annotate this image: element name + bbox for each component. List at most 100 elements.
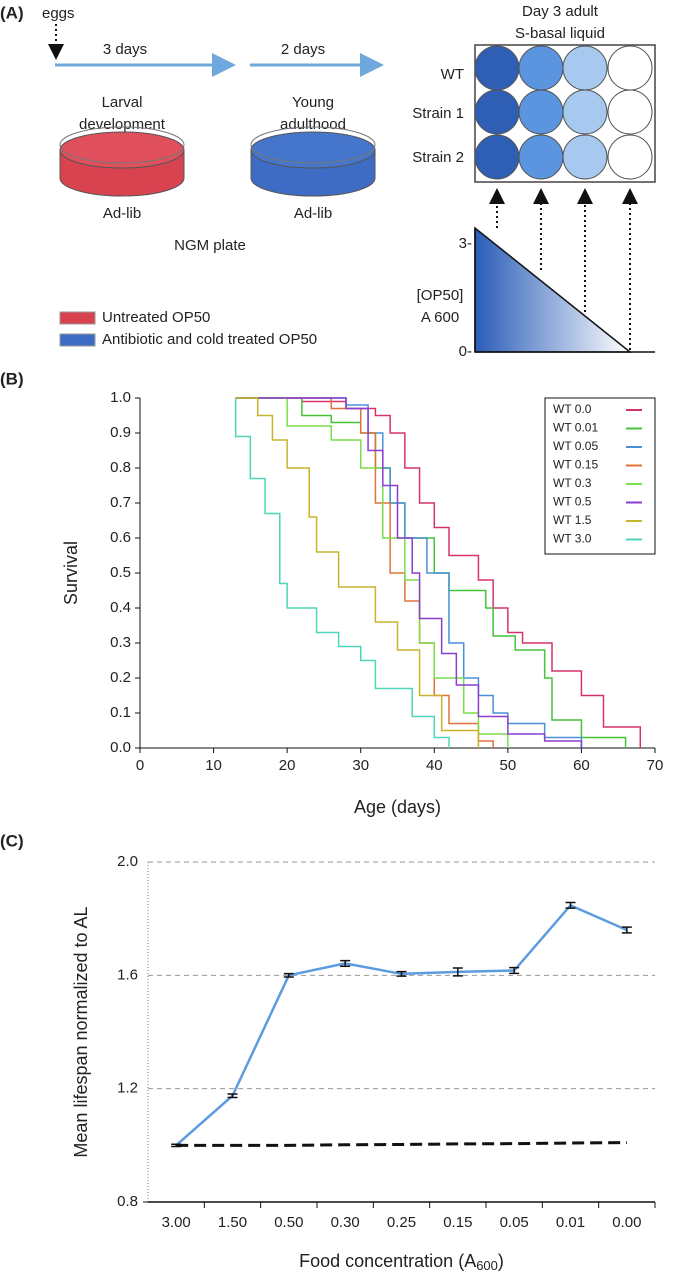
error-bar bbox=[340, 959, 351, 968]
legend-swatch bbox=[59, 333, 96, 347]
error-bar bbox=[565, 901, 576, 909]
y-tick-label: 0.1 bbox=[110, 704, 131, 721]
x-tick-label: 0.25 bbox=[387, 1214, 416, 1231]
panel-label: (A) bbox=[0, 3, 24, 22]
error-bar bbox=[396, 970, 407, 977]
x-tick-label: 40 bbox=[426, 757, 443, 774]
y-tick-label: 1.6 bbox=[117, 966, 138, 983]
x-tick-label: 3.00 bbox=[162, 1214, 191, 1231]
x-tick-label: 1.50 bbox=[218, 1214, 247, 1231]
x-tick-label: 70 bbox=[647, 757, 664, 774]
y-tick-label: 0.6 bbox=[110, 529, 131, 546]
well bbox=[607, 89, 653, 135]
tick-label: 0- bbox=[459, 343, 472, 360]
survival-curve bbox=[234, 398, 450, 748]
x-tick-label: 60 bbox=[573, 757, 590, 774]
y-tick-label: 0.3 bbox=[110, 634, 131, 651]
legend: Untreated OP50 Antibiotic and cold treate… bbox=[59, 309, 317, 348]
x-tick-label: 10 bbox=[205, 757, 222, 774]
error-bar bbox=[283, 972, 294, 978]
legend-label: WT 1.5 bbox=[553, 513, 592, 527]
legend-label: WT 0.01 bbox=[553, 421, 598, 435]
x-tick-label: 0.00 bbox=[612, 1214, 641, 1231]
label: eggs bbox=[42, 5, 75, 22]
y-tick-label: 0.8 bbox=[117, 1193, 138, 1210]
error-bar bbox=[452, 967, 463, 977]
label: Ad-lib bbox=[294, 205, 332, 222]
wells bbox=[474, 45, 653, 180]
well bbox=[562, 134, 608, 180]
series-line bbox=[175, 903, 628, 1147]
x-tick-label: 20 bbox=[279, 757, 296, 774]
label: 2 days bbox=[281, 41, 325, 58]
x-tick-label: 30 bbox=[352, 757, 369, 774]
x-tick-label: 0.30 bbox=[331, 1214, 360, 1231]
label: A 600 bbox=[421, 309, 459, 326]
label: Ad-lib bbox=[103, 205, 141, 222]
y-tick-label: 0.2 bbox=[110, 669, 131, 686]
well bbox=[474, 45, 520, 91]
x-axis-label: Age (days) bbox=[354, 797, 441, 817]
survival-curve bbox=[235, 397, 583, 748]
row-label: Strain 2 bbox=[412, 149, 464, 166]
label: 3 days bbox=[103, 41, 147, 58]
legend-label: WT 0.5 bbox=[553, 495, 592, 509]
y-axis-label: Survival bbox=[61, 541, 81, 605]
error-bar bbox=[227, 1093, 238, 1099]
legend-label: Antibiotic and cold treated OP50 bbox=[102, 331, 317, 348]
tick-label: 3- bbox=[459, 235, 472, 252]
label-part: Food concentration (A bbox=[299, 1251, 476, 1271]
well bbox=[518, 89, 564, 135]
x-tick-label: 0.05 bbox=[500, 1214, 529, 1231]
plate bbox=[59, 126, 185, 197]
legend-swatch bbox=[59, 311, 96, 325]
y-axis-label: Mean lifespan normalized to AL bbox=[71, 906, 91, 1157]
well bbox=[607, 134, 653, 180]
label: adulthood bbox=[280, 116, 346, 133]
legend-label: WT 0.15 bbox=[553, 458, 598, 472]
label: Larval bbox=[102, 94, 143, 111]
label: Day 3 adult bbox=[522, 3, 599, 20]
label-part: 600 bbox=[476, 1258, 498, 1273]
y-tick-label: 0.4 bbox=[110, 599, 131, 616]
legend-box bbox=[544, 397, 656, 555]
y-tick-label: 0.0 bbox=[110, 739, 131, 756]
well bbox=[518, 45, 564, 91]
y-tick-label: 1.0 bbox=[110, 389, 131, 406]
label-part: ) bbox=[498, 1251, 504, 1271]
panel-label: (B) bbox=[0, 369, 24, 388]
legend-label: Untreated OP50 bbox=[102, 309, 210, 326]
label: NGM plate bbox=[174, 237, 246, 254]
label: S-basal liquid bbox=[515, 25, 605, 42]
y-tick-label: 0.8 bbox=[110, 459, 131, 476]
legend-label: WT 3.0 bbox=[553, 532, 592, 546]
plate bbox=[250, 126, 376, 197]
survival-curve bbox=[235, 397, 480, 748]
series-line bbox=[176, 1141, 627, 1147]
y-tick-label: 1.2 bbox=[117, 1080, 138, 1097]
survival-curve bbox=[235, 397, 494, 748]
well bbox=[474, 134, 520, 180]
x-tick-label: 0.50 bbox=[274, 1214, 303, 1231]
y-tick-label: 2.0 bbox=[117, 853, 138, 870]
row-label: Strain 1 bbox=[412, 105, 464, 122]
x-tick-label: 0.15 bbox=[443, 1214, 472, 1231]
y-tick-label: 0.7 bbox=[110, 494, 131, 511]
legend-label: WT 0.3 bbox=[553, 476, 592, 490]
panel-label: (C) bbox=[0, 831, 24, 850]
x-tick-label: 0.01 bbox=[556, 1214, 585, 1231]
legend-label: WT 0.05 bbox=[553, 439, 598, 453]
survival-curve bbox=[235, 397, 642, 748]
x-axis-label: Food concentration (A600) bbox=[299, 1251, 504, 1274]
label: Young bbox=[292, 94, 334, 111]
well bbox=[607, 45, 653, 91]
label: [OP50] bbox=[417, 287, 464, 304]
x-tick-label: 50 bbox=[500, 757, 517, 774]
error-bar bbox=[621, 926, 632, 934]
x-tick-label: 0 bbox=[136, 757, 144, 774]
y-tick-label: 0.5 bbox=[110, 564, 131, 581]
arrows bbox=[489, 188, 638, 350]
well bbox=[562, 89, 608, 135]
well bbox=[562, 45, 608, 91]
